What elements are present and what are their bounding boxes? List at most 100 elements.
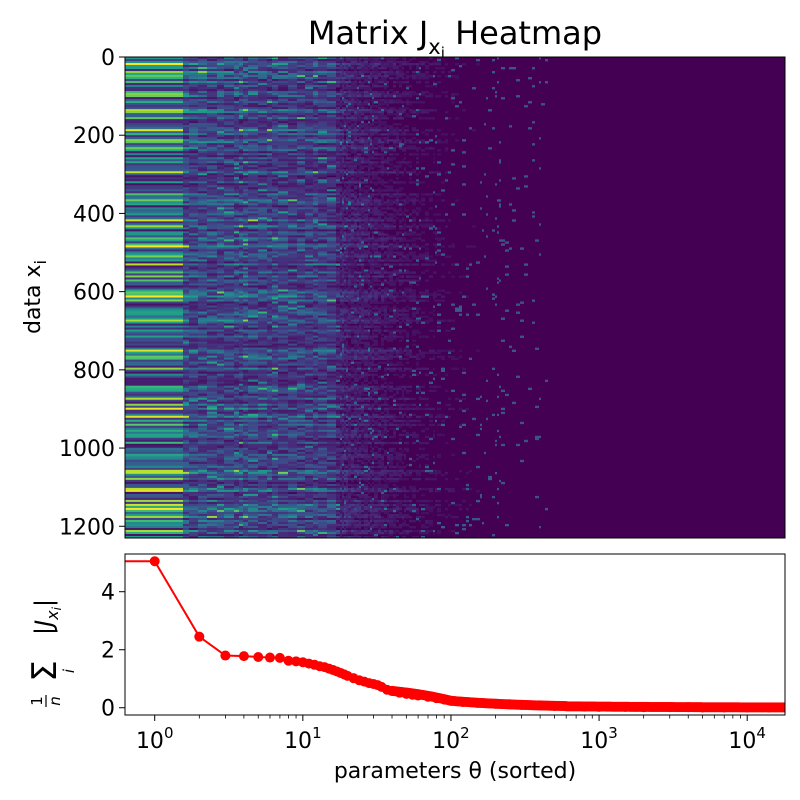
heatmap-cell <box>239 365 243 368</box>
heatmap-cell <box>217 505 224 509</box>
heatmap-cell <box>305 421 313 425</box>
heatmap-cell <box>234 147 239 150</box>
heatmap <box>125 57 785 538</box>
heatmap-cell <box>272 357 278 360</box>
heatmap-cell <box>297 263 305 266</box>
heatmap-cell <box>305 109 313 112</box>
heatmap-cell <box>207 101 217 104</box>
heatmap-cell <box>239 149 243 152</box>
heatmap-cell <box>305 347 313 350</box>
heatmap-cell <box>239 491 243 495</box>
heatmap-cell <box>243 63 248 66</box>
heatmap-cell <box>313 363 318 366</box>
heatmap-cell <box>234 223 239 226</box>
heatmap-cell <box>272 155 278 158</box>
heatmap-cell <box>125 303 183 306</box>
heatmap-cell <box>318 357 327 360</box>
heatmap-cell <box>217 157 224 160</box>
heatmap-cell <box>189 447 198 451</box>
heatmap-cell <box>248 493 258 497</box>
heatmap-cell <box>318 471 327 475</box>
heatmap-cell <box>313 161 318 164</box>
heatmap-cell <box>234 309 239 312</box>
heatmap-cell <box>198 415 207 419</box>
heatmap-cell <box>267 209 272 212</box>
heatmap-cell <box>239 233 243 236</box>
heatmap-cell <box>224 191 234 194</box>
heatmap-cell <box>217 447 224 451</box>
heatmap-cell <box>243 363 248 366</box>
heatmap-cell <box>258 357 267 360</box>
heatmap-cell <box>278 103 288 106</box>
heatmap-cell <box>248 349 258 352</box>
heatmap-cell <box>297 445 305 449</box>
heatmap-cell <box>248 319 258 322</box>
heatmap-cell <box>248 115 258 118</box>
heatmap-cell <box>198 341 207 344</box>
heatmap-cell <box>313 299 318 302</box>
heatmap-cell <box>198 457 207 461</box>
heatmap-cell <box>297 345 305 348</box>
heatmap-cell <box>297 117 305 120</box>
heatmap-cell <box>267 165 272 168</box>
heatmap-cell <box>313 401 318 405</box>
heatmap-cell <box>272 411 278 415</box>
heatmap-cell <box>224 343 234 346</box>
heatmap-cell <box>272 171 278 174</box>
heatmap-cell <box>313 137 318 140</box>
heatmap-cell <box>224 207 234 210</box>
heatmap-cell <box>318 231 327 234</box>
heatmap-cell <box>125 319 183 322</box>
heatmap-cell <box>258 103 267 106</box>
heatmap-cell <box>305 327 313 330</box>
heatmap-cell <box>267 279 272 282</box>
heatmap-cell <box>318 379 327 383</box>
heatmap-cell <box>183 205 189 208</box>
heatmap-cell <box>297 255 305 258</box>
heatmap-cell <box>243 105 248 108</box>
heatmap-cell <box>318 427 327 431</box>
heatmap-cell <box>272 127 278 130</box>
heatmap-cell <box>267 167 272 170</box>
heatmap-cell <box>217 393 224 397</box>
heatmap-cell <box>217 381 224 385</box>
heatmap-cell <box>327 313 336 316</box>
heatmap-cell <box>198 351 207 354</box>
heatmap-cell <box>234 483 239 487</box>
heatmap-cell <box>125 443 183 447</box>
heatmap-cell <box>258 273 267 276</box>
heatmap-cell <box>318 509 327 513</box>
heatmap-cell <box>305 173 313 176</box>
heatmap-cell <box>243 391 248 395</box>
heatmap-cell <box>239 117 243 120</box>
heatmap-cell <box>183 123 189 126</box>
heatmap-cell <box>258 457 267 461</box>
heatmap-cell <box>198 223 207 226</box>
heatmap-cell <box>318 419 327 423</box>
heatmap-cell <box>198 211 207 214</box>
heatmap-cell <box>318 375 327 379</box>
heatmap-cell <box>207 513 217 517</box>
heatmap-cell <box>189 319 198 322</box>
heatmap-cell <box>207 275 217 278</box>
heatmap-cell <box>288 61 297 64</box>
heatmap-cell <box>198 163 207 166</box>
heatmap-cell <box>327 355 336 358</box>
heatmap-cell <box>125 325 183 328</box>
heatmap-cell <box>217 271 224 274</box>
heatmap-cell <box>243 473 248 477</box>
heatmap-cell <box>267 335 272 338</box>
heatmap-cell <box>267 89 272 92</box>
heatmap-cell <box>305 191 313 194</box>
heatmap-cell <box>278 467 288 471</box>
heatmap-cell <box>207 353 217 356</box>
heatmap-cell <box>288 139 297 142</box>
heatmap-cell <box>327 153 336 156</box>
heatmap-cell <box>313 393 318 397</box>
heatmap-cell <box>327 287 336 290</box>
title-suffix: Heatmap <box>445 14 602 52</box>
heatmap-cell <box>239 335 243 338</box>
heatmap-cell <box>288 433 297 437</box>
heatmap-cell <box>234 207 239 210</box>
heatmap-cell <box>207 399 217 403</box>
